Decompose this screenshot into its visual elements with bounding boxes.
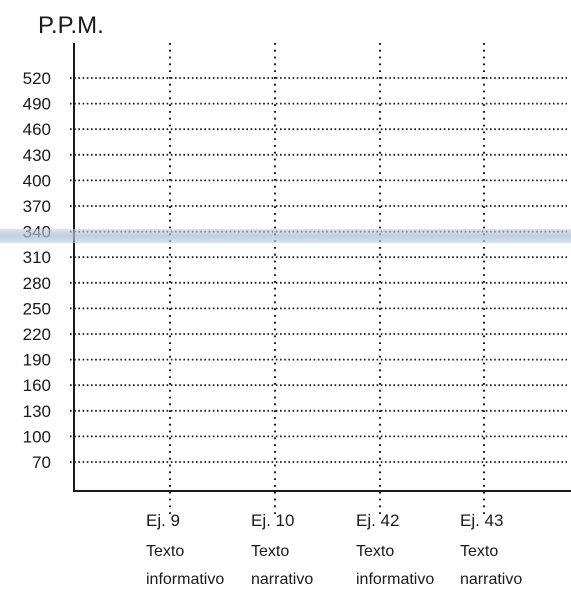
x-category-labels: Ej. 9 Texto informativo Ej. 10 Texto narrativ…	[146, 511, 522, 588]
y-tick-label-70: 70	[32, 453, 51, 472]
y-tick-label-370: 370	[23, 197, 51, 216]
y-tick-labels: 520 490 460 430 400 370 340 310 280 250 220 190 160 1…	[23, 69, 51, 472]
category-text-ej-43: Texto	[460, 543, 498, 560]
category-type-ej-9: informativo	[146, 571, 224, 588]
y-tick-label-340: 340	[23, 223, 51, 242]
y-tick-label-280: 280	[23, 274, 51, 293]
y-tick-label-430: 430	[23, 146, 51, 165]
y-tick-label-310: 310	[23, 248, 51, 267]
category-id-ej-42: Ej. 42	[356, 511, 399, 530]
category-type-ej-42: informativo	[356, 571, 434, 588]
category-id-ej-9: Ej. 9	[146, 511, 180, 530]
y-tick-label-220: 220	[23, 325, 51, 344]
y-axis-unit-label: P.P.M.	[38, 12, 104, 39]
y-tick-label-400: 400	[23, 171, 51, 190]
y-tick-label-190: 190	[23, 351, 51, 370]
axes	[73, 43, 571, 492]
category-id-ej-10: Ej. 10	[251, 511, 294, 530]
category-id-ej-43: Ej. 43	[460, 511, 503, 530]
y-tick-label-250: 250	[23, 299, 51, 318]
y-tick-label-460: 460	[23, 120, 51, 139]
grid-lines	[70, 77, 567, 463]
y-tick-label-100: 100	[23, 427, 51, 446]
category-guides	[169, 43, 485, 515]
y-tick-label-490: 490	[23, 95, 51, 114]
category-type-ej-10: narrativo	[251, 571, 313, 588]
category-type-ej-43: narrativo	[460, 571, 522, 588]
category-text-ej-10: Texto	[251, 543, 289, 560]
y-tick-label-130: 130	[23, 402, 51, 421]
category-text-ej-42: Texto	[356, 543, 394, 560]
category-text-ej-9: Texto	[146, 543, 184, 560]
y-tick-label-520: 520	[23, 69, 51, 88]
y-tick-label-160: 160	[23, 376, 51, 395]
